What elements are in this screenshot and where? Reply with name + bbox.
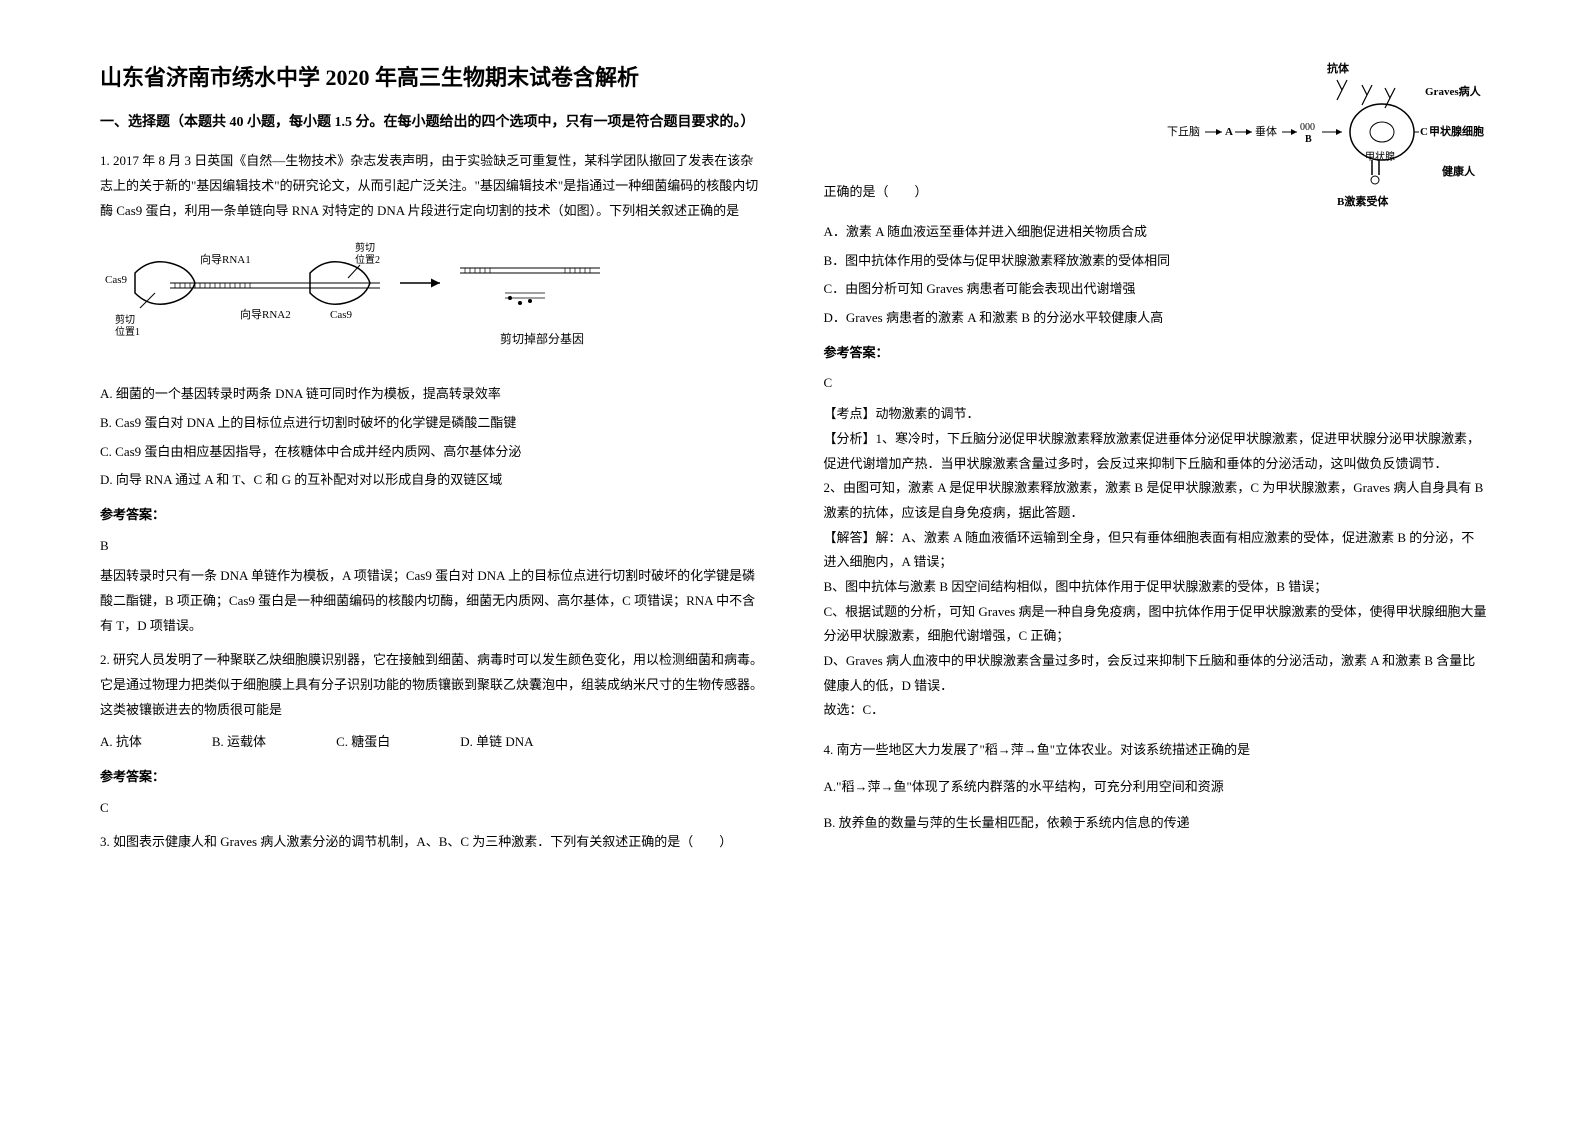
result-bp-1 bbox=[465, 268, 490, 273]
q3-answer-letter: C bbox=[824, 371, 1488, 396]
b-label: B bbox=[1305, 134, 1312, 145]
cut2-arrow bbox=[348, 265, 360, 278]
q3-figure-wrap: 抗体 Graves病人 甲状腺细胞 健康人 下丘脑 A 垂体 000 B 甲状腺 bbox=[824, 60, 1488, 220]
q3-solution-a: 解：A、激素 A 随血液循环运输到全身，但只有垂体细胞表面有相应激素的受体，促进… bbox=[824, 530, 1475, 570]
q1-analysis: 基因转录时只有一条 DNA 单链作为模板，A 项错误；Cas9 蛋白对 DNA … bbox=[100, 564, 764, 638]
basepairs-1 bbox=[175, 283, 250, 288]
cut1-label2: 位置1 bbox=[115, 325, 140, 338]
left-column: 山东省济南市绣水中学 2020 年高三生物期末试卷含解析 一、选择题（本题共 4… bbox=[100, 60, 764, 1062]
q3-solution-b: B、图中抗体与激素 B 因空间结构相似，图中抗体作用于促甲状腺激素的受体，B 错… bbox=[824, 575, 1488, 600]
q4-option-b: B. 放养鱼的数量与萍的生长量相匹配，依赖于系统内信息的传递 bbox=[824, 811, 1488, 836]
cut2-label2: 位置2 bbox=[355, 253, 380, 266]
question-3-body: A．激素 A 随血液运至垂体并进入细胞促进相关物质合成 B．图中抗体作用的受体与… bbox=[824, 220, 1488, 723]
pituitary-label: 垂体 bbox=[1255, 124, 1277, 138]
question-4: 4. 南方一些地区大力发展了"稻→萍→鱼"立体农业。对该系统描述正确的是 A."… bbox=[824, 738, 1488, 836]
question-3-intro: 3. 如图表示健康人和 Graves 病人激素分泌的调节机制，A、B、C 为三种… bbox=[100, 830, 764, 855]
q3-option-d: D．Graves 病患者的激素 A 和激素 B 的分泌水平较健康人高 bbox=[824, 306, 1488, 331]
q3-option-b: B．图中抗体作用的受体与促甲状腺激素释放激素的受体相同 bbox=[824, 249, 1488, 274]
q2-option-a: A. 抗体 bbox=[100, 730, 142, 755]
q2-text: 2. 研究人员发明了一种聚联乙炔细胞膜识别器，它在接触到细菌、病毒时可以发生颜色… bbox=[100, 648, 764, 722]
q4-text: 4. 南方一些地区大力发展了"稻→萍→鱼"立体农业。对该系统描述正确的是 bbox=[824, 738, 1488, 763]
question-2: 2. 研究人员发明了一种聚联乙炔细胞膜识别器，它在接触到细菌、病毒时可以发生颜色… bbox=[100, 648, 764, 820]
q3-text: 3. 如图表示健康人和 Graves 病人激素分泌的调节机制，A、B、C 为三种… bbox=[100, 830, 764, 855]
section-header: 一、选择题（本题共 40 小题，每小题 1.5 分。在每小题给出的四个选项中，只… bbox=[100, 112, 764, 134]
q3-solution: 【解答】解：A、激素 A 随血液循环运输到全身，但只有垂体细胞表面有相应激素的受… bbox=[824, 526, 1488, 575]
cut2-label: 剪切 bbox=[355, 241, 375, 254]
q3-solution-d: D、Graves 病人血液中的甲状腺激素含量过多时，会反过来抑制下丘脑和垂体的分… bbox=[824, 649, 1488, 698]
cutpart-label: 剪切掉部分基因 bbox=[500, 331, 584, 346]
q3-option-c: C．由图分析可知 Graves 病患者可能会表现出代谢增强 bbox=[824, 277, 1488, 302]
q2-option-d: D. 单链 DNA bbox=[460, 730, 533, 755]
cas9-label-left: Cas9 bbox=[105, 274, 128, 286]
q3-analysis1-text: 1、寒冷时，下丘脑分泌促甲状腺激素释放激素促进垂体分泌促甲状腺激素，促进甲状腺分… bbox=[824, 431, 1481, 471]
q4-option-a: A."稻→萍→鱼"体现了系统内群落的水平结构，可充分利用空间和资源 bbox=[824, 775, 1488, 800]
q3-solution-c: C、根据试题的分析，可知 Graves 病是一种自身免疫病，图中抗体作用于促甲状… bbox=[824, 600, 1488, 649]
q1-figure: Cas9 向导RNA1 剪切 位置1 向导RNA2 Cas9 剪切 位置2 bbox=[100, 233, 764, 372]
antibody-label: 抗体 bbox=[1327, 61, 1350, 75]
hypothalamus-label: 下丘脑 bbox=[1167, 125, 1200, 138]
receptor-circle bbox=[1371, 176, 1379, 184]
fragment-dot-2 bbox=[518, 301, 522, 305]
antibody-icon-2 bbox=[1362, 85, 1372, 105]
q3-analysis1: 【分析】1、寒冷时，下丘脑分泌促甲状腺激素释放激素促进垂体分泌促甲状腺激素，促进… bbox=[824, 427, 1488, 476]
q2-answer-letter: C bbox=[100, 796, 764, 821]
thyroid-cell-label: 甲状腺细胞 bbox=[1429, 124, 1484, 138]
right-column: 抗体 Graves病人 甲状腺细胞 健康人 下丘脑 A 垂体 000 B 甲状腺 bbox=[824, 60, 1488, 1062]
q3-analysis-label: 【分析】 bbox=[824, 431, 876, 446]
question-1: 1. 2017 年 8 月 3 日英国《自然—生物技术》杂志发表声明，由于实验缺… bbox=[100, 149, 764, 638]
antibody-icon-1 bbox=[1337, 80, 1347, 100]
q2-option-b: B. 运载体 bbox=[212, 730, 266, 755]
q3-option-a: A．激素 A 随血液运至垂体并进入细胞促进相关物质合成 bbox=[824, 220, 1488, 245]
receptor-label: B激素受体 bbox=[1337, 194, 1389, 208]
thyroid-label: 甲状腺 bbox=[1365, 150, 1395, 163]
graves-label: Graves病人 bbox=[1425, 84, 1482, 98]
q1-answer-label: 参考答案： bbox=[100, 503, 764, 528]
q1-option-c: C. Cas9 蛋白由相应基因指导，在核糖体中合成并经内质网、高尔基体分泌 bbox=[100, 440, 764, 465]
cut1-arrow bbox=[140, 293, 155, 308]
cas9-label-right: Cas9 bbox=[330, 309, 353, 321]
ooo-label: 000 bbox=[1300, 122, 1315, 133]
c-label: C bbox=[1420, 126, 1428, 138]
document-title: 山东省济南市绣水中学 2020 年高三生物期末试卷含解析 bbox=[100, 60, 764, 92]
q2-option-c: C. 糖蛋白 bbox=[336, 730, 390, 755]
q1-option-d: D. 向导 RNA 通过 A 和 T、C 和 G 的互补配对对以形成自身的双链区… bbox=[100, 468, 764, 493]
q1-answer-letter: B bbox=[100, 534, 764, 559]
q3-answer-label: 参考答案： bbox=[824, 341, 1488, 366]
q3-figure: 抗体 Graves病人 甲状腺细胞 健康人 下丘脑 A 垂体 000 B 甲状腺 bbox=[1167, 60, 1487, 215]
q3-analysis2: 2、由图可知，激素 A 是促甲状腺激素释放激素，激素 B 是促甲状腺激素，C 为… bbox=[824, 476, 1488, 525]
cut1-label: 剪切 bbox=[115, 313, 135, 326]
q3-exam-point: 【考点】动物激素的调节． bbox=[824, 402, 1488, 427]
q2-options: A. 抗体 B. 运载体 C. 糖蛋白 D. 单链 DNA bbox=[100, 730, 764, 755]
q1-option-a: A. 细菌的一个基因转录时两条 DNA 链可同时作为模板，提高转录效率 bbox=[100, 382, 764, 407]
nucleus-shape bbox=[1370, 122, 1394, 142]
q1-option-b: B. Cas9 蛋白对 DNA 上的目标位点进行切割时破坏的化学键是磷酸二酯键 bbox=[100, 411, 764, 436]
result-bp-2 bbox=[565, 268, 590, 273]
fragment-dot-3 bbox=[528, 299, 532, 303]
rna1-label: 向导RNA1 bbox=[200, 252, 251, 266]
a-label: A bbox=[1225, 126, 1233, 138]
q3-solution-label: 【解答】 bbox=[824, 530, 876, 545]
healthy-label: 健康人 bbox=[1442, 164, 1476, 178]
q3-choice: 故选：C． bbox=[824, 698, 1488, 723]
q1-text: 1. 2017 年 8 月 3 日英国《自然—生物技术》杂志发表声明，由于实验缺… bbox=[100, 149, 764, 223]
q2-answer-label: 参考答案： bbox=[100, 765, 764, 790]
rna2-label: 向导RNA2 bbox=[240, 307, 291, 321]
